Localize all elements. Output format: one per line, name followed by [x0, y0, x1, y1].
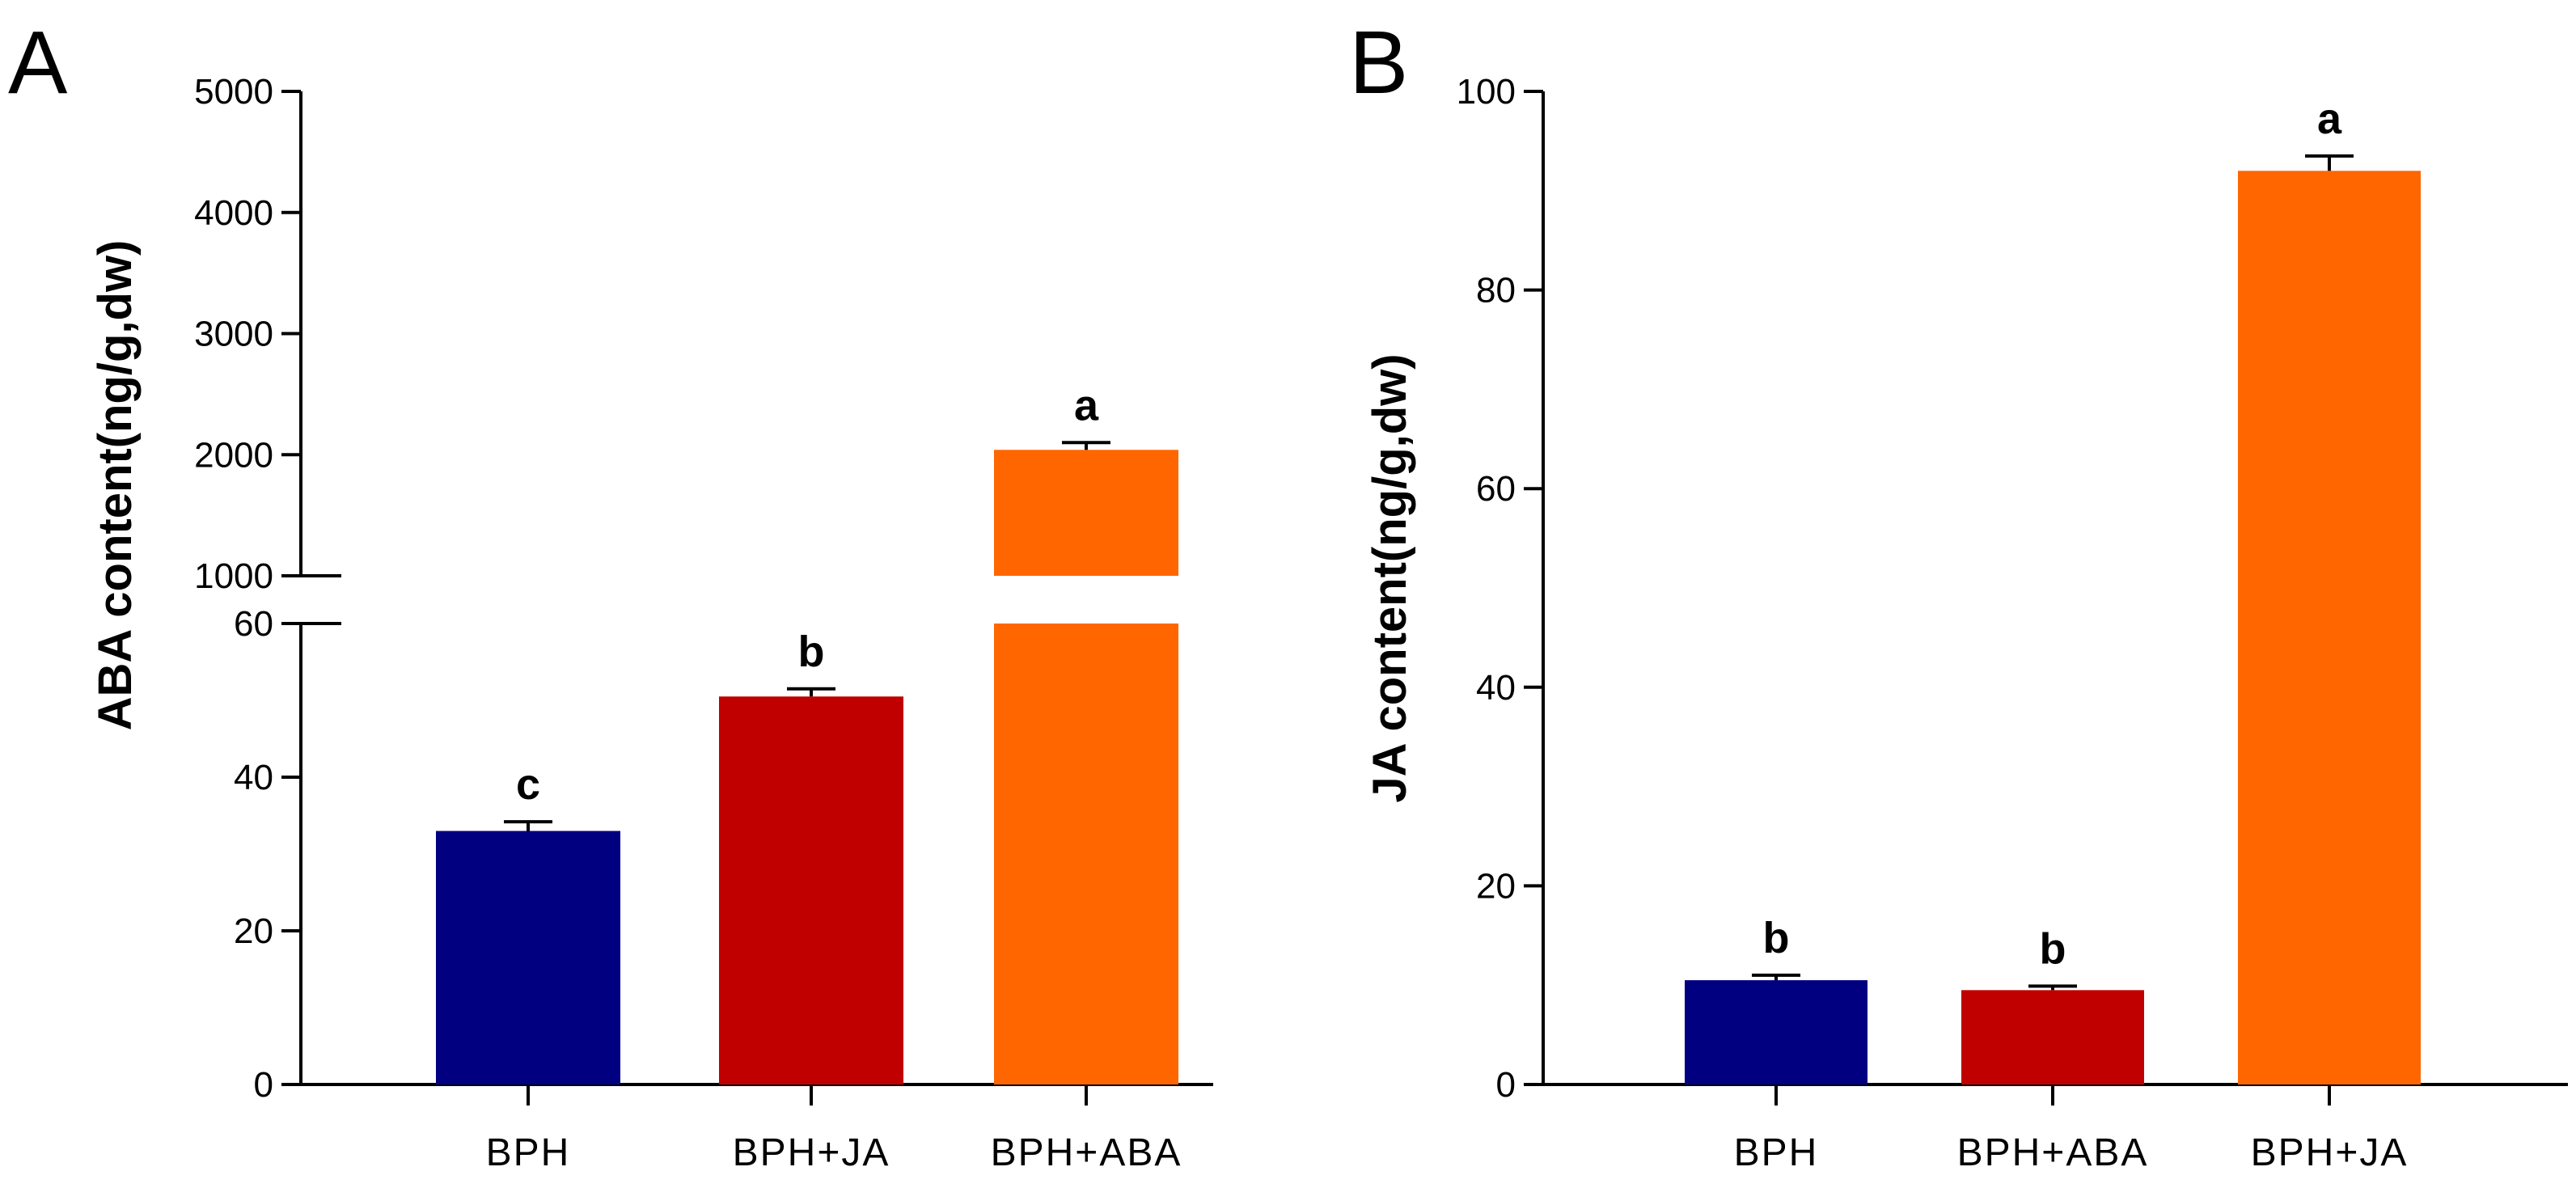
panel-b-y-tick-label: 60: [1476, 469, 1516, 509]
panel-a-bars: c b a: [436, 381, 1178, 1084]
panel-a-y-tick-label: 0: [254, 1065, 273, 1105]
panel-a-y-tick-label: 20: [234, 911, 273, 951]
panel-a-y-tick-label: 4000: [194, 193, 273, 233]
panel-b-y-tick-label: 100: [1457, 72, 1516, 112]
panel-a-y-tick-label: 3000: [194, 315, 273, 354]
panel-b: B JA content(ng/g,dw) 0 20 40 60 80 100 BPH BPH…: [1349, 13, 2568, 1174]
panel-a-bar-upper: [994, 450, 1178, 576]
panel-b-bar: [2238, 171, 2421, 1085]
panel-a: A ABA content(ng/g,dw) 0 20 40 60 1000 2000 30…: [8, 13, 1213, 1174]
panel-b-y-axis-title: JA content(ng/g,dw): [1364, 353, 1416, 802]
panel-a-y-tick-label: 5000: [194, 72, 273, 112]
panel-a-significance-label: a: [1074, 381, 1099, 429]
panel-a-bar: [719, 696, 903, 1084]
panel-a-y-axis-title: ABA content(ng/g,dw): [89, 240, 142, 731]
panel-a-label: A: [8, 13, 68, 112]
panel-b-x-tick-label: BPH: [1734, 1131, 1819, 1174]
panel-b-bar: [1685, 980, 1867, 1084]
panel-b-y-tick-label: 40: [1476, 668, 1516, 708]
panel-a-significance-label: b: [798, 628, 825, 676]
panel-b-y-tick-label: 20: [1476, 866, 1516, 906]
panel-b-y-tick-label: 0: [1496, 1065, 1516, 1105]
panel-a-x-tick-label: BPH: [486, 1131, 571, 1174]
panel-a-y-tick-label: 40: [234, 758, 273, 797]
panel-a-significance-label: c: [516, 760, 540, 809]
panel-b-x-tick-label: BPH+ABA: [1957, 1131, 2149, 1174]
panel-b-bar: [1961, 990, 2144, 1084]
panel-b-x-tick-label: BPH+JA: [2251, 1131, 2409, 1174]
panel-b-y-tick-label: 80: [1476, 271, 1516, 311]
panel-a-y-tick-label: 60: [234, 604, 273, 644]
panel-b-bars: b b a: [1685, 95, 2421, 1085]
panel-a-bar-lower: [994, 624, 1178, 1084]
panel-b-significance-label: b: [1763, 914, 1790, 962]
panel-a-x-tick-label: BPH+JA: [733, 1131, 890, 1174]
panel-a-y-tick-label: 2000: [194, 435, 273, 475]
panel-b-significance-label: a: [2317, 95, 2342, 143]
panel-a-bar: [436, 831, 620, 1084]
panel-a-x-tick-label: BPH+ABA: [991, 1131, 1182, 1174]
panel-b-label: B: [1349, 13, 1408, 112]
panel-b-significance-label: b: [2040, 924, 2066, 973]
panel-a-axes: 0 20 40 60 1000 2000 3000 4000 5000 BPH BPH+JA BPH+…: [194, 72, 1213, 1174]
panel-a-y-tick-label: 1000: [194, 556, 273, 596]
